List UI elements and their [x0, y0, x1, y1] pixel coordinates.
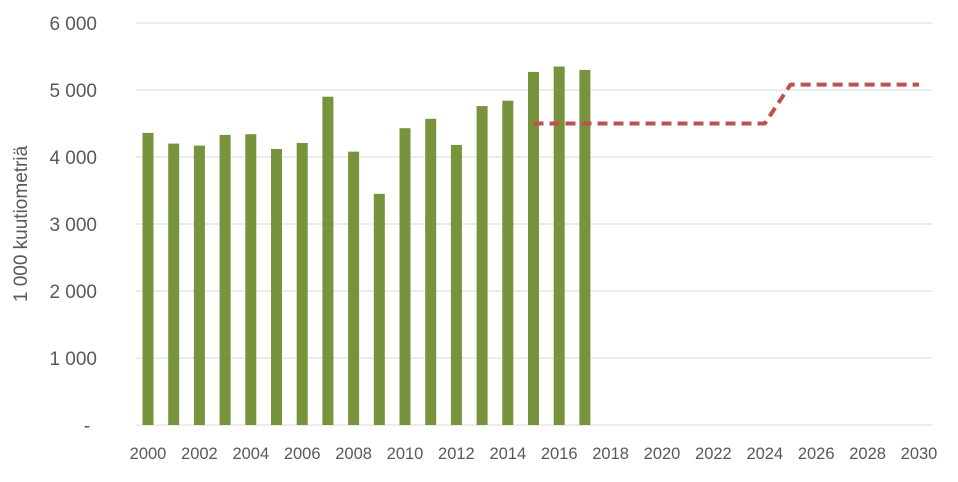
x-tick-label: 2014 [489, 445, 526, 463]
bar [193, 145, 205, 426]
bar [271, 148, 282, 425]
x-tick-label: 2002 [181, 445, 218, 463]
bar [219, 134, 231, 425]
y-tick-label: 5 000 [49, 81, 97, 102]
y-axis-tick-labels: - 1 000 2 000 3 000 4 000 5 000 6 000 [49, 14, 97, 437]
bar [553, 66, 565, 426]
bar [476, 106, 488, 425]
x-tick-label: 2012 [438, 445, 475, 463]
bar-series [142, 66, 591, 426]
x-tick-label: 2008 [335, 445, 372, 463]
x-tick-label: 2010 [387, 445, 424, 463]
bar [579, 69, 591, 426]
x-tick-label: 2006 [284, 445, 321, 463]
bar [142, 132, 154, 425]
bar [502, 100, 514, 425]
y-tick-label: 4 000 [49, 148, 97, 169]
bar [245, 134, 257, 425]
forecast-line [533, 82, 919, 126]
y-tick-label: - [84, 416, 90, 437]
x-tick-label: 2018 [592, 445, 629, 463]
x-axis-tick-labels: 2000 2002 2004 2006 2008 2010 2012 2014 2016 2018… [130, 445, 938, 463]
x-tick-label: 2022 [695, 445, 732, 463]
bar [528, 71, 539, 425]
bar [322, 96, 334, 425]
x-tick-label: 2004 [232, 445, 269, 463]
y-tick-label: 1 000 [49, 349, 97, 370]
x-tick-label: 2030 [901, 445, 938, 463]
bar [399, 128, 411, 425]
bar [348, 151, 360, 425]
line-series [533, 82, 919, 126]
x-tick-label: 2020 [644, 445, 681, 463]
x-tick-label: 2026 [798, 445, 835, 463]
x-tick-label: 2000 [130, 445, 167, 463]
bar [168, 143, 180, 425]
bar [373, 193, 385, 425]
y-axis-label: 1 000 kuutiometriä [11, 145, 32, 302]
bar [296, 142, 308, 425]
x-tick-label: 2028 [849, 445, 886, 463]
x-tick-label: 2016 [541, 445, 578, 463]
y-tick-label: 3 000 [49, 215, 97, 236]
y-tick-label: 6 000 [49, 14, 97, 35]
x-tick-label: 2024 [746, 445, 783, 463]
bar [450, 144, 462, 425]
y-tick-label: 2 000 [49, 282, 97, 303]
bar [425, 118, 437, 425]
